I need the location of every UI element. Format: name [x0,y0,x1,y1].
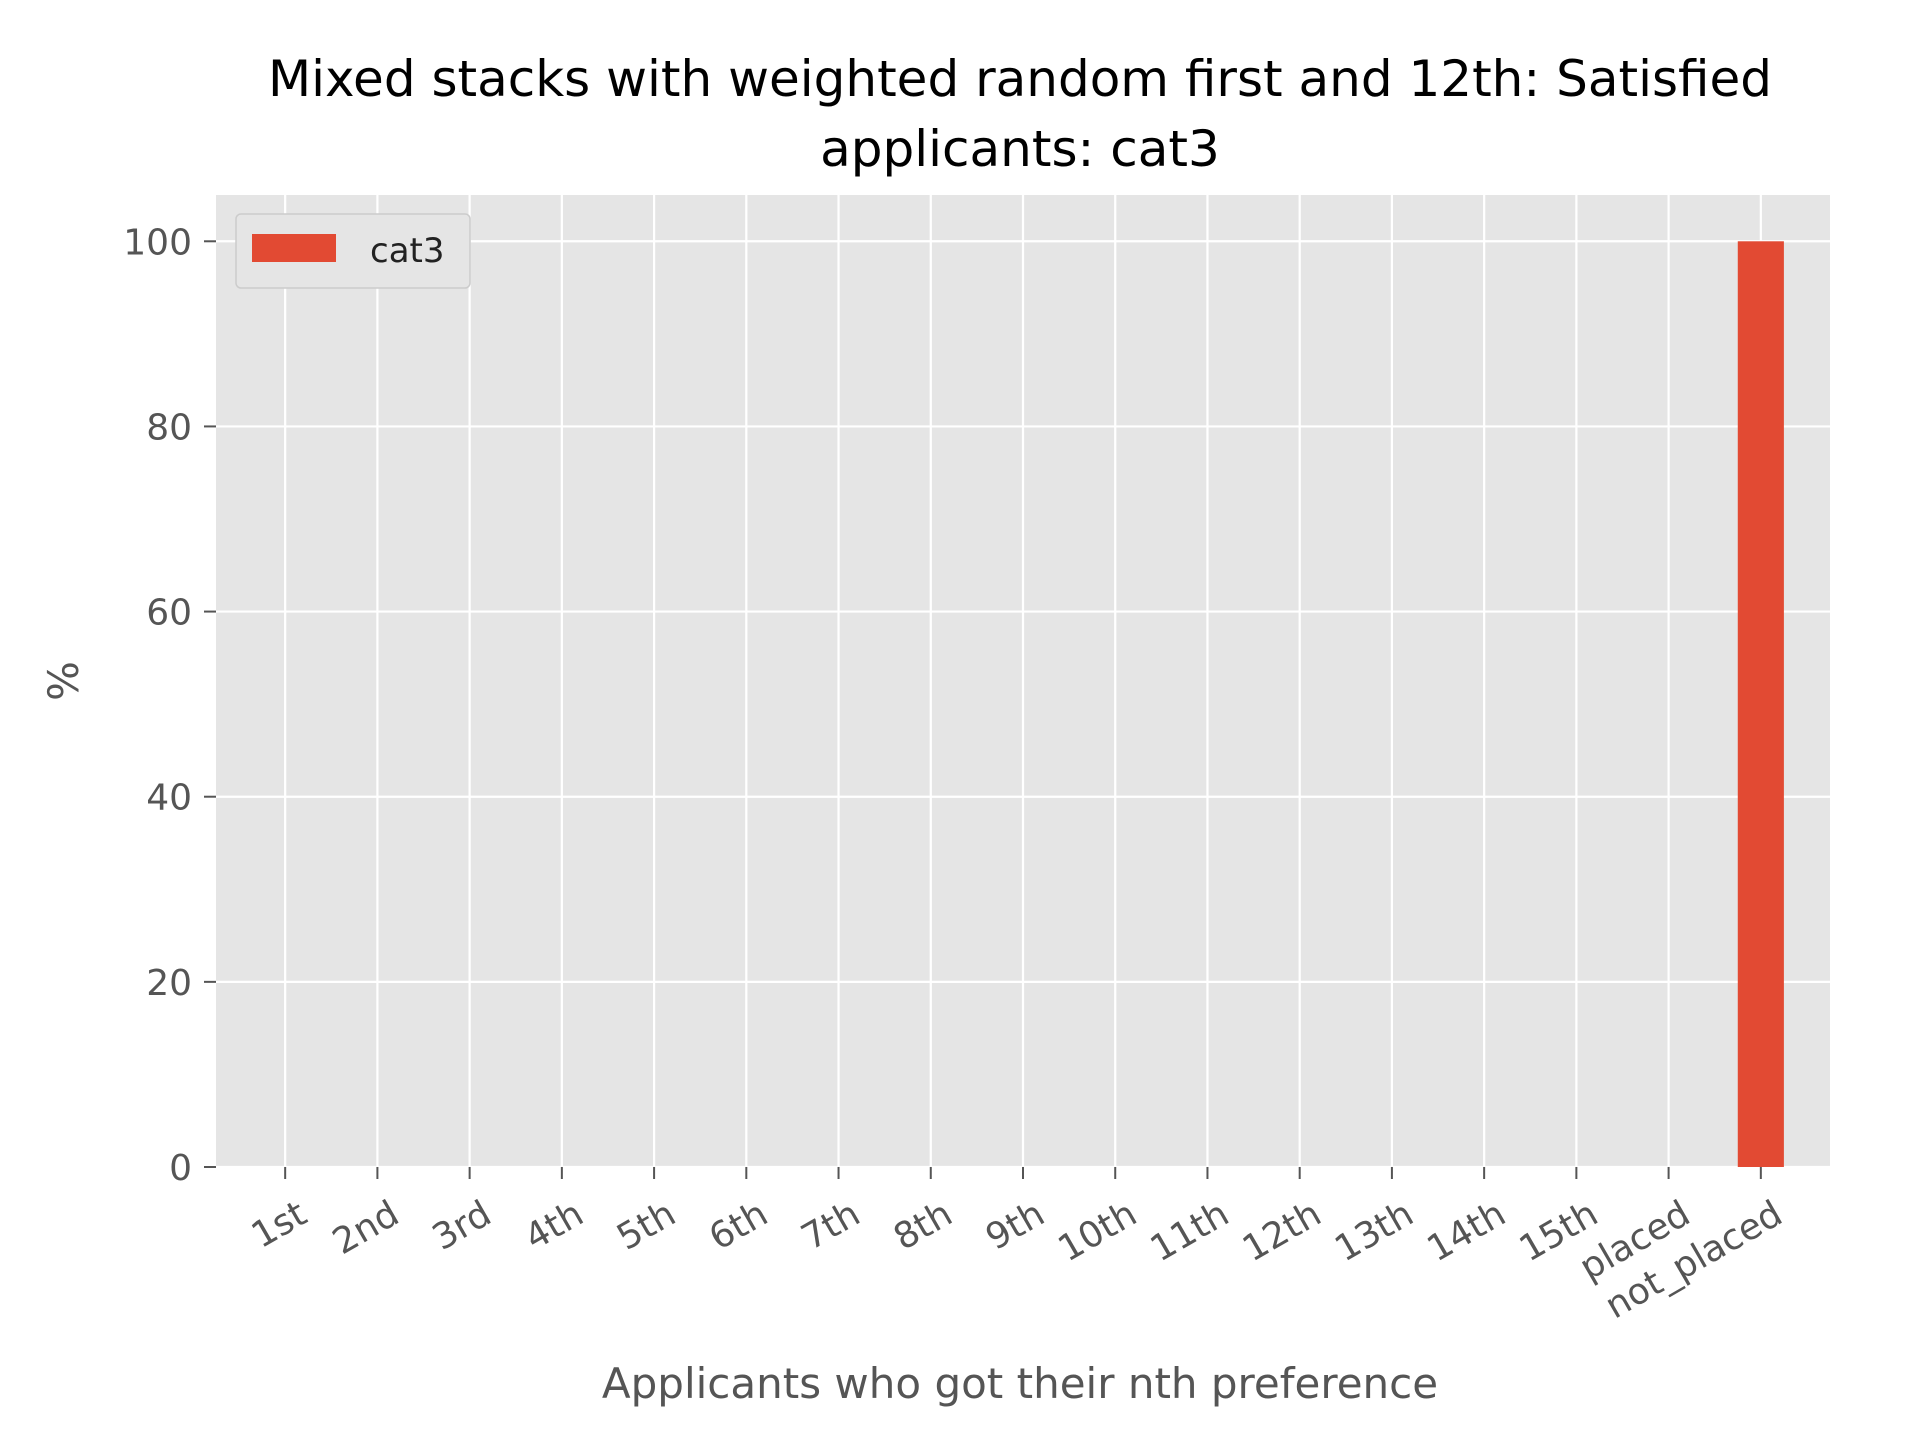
x-tick-label-2: 3rd [426,1193,498,1258]
x-tick-label-0: 1st [245,1193,314,1256]
y-tick-label-4: 80 [146,407,192,448]
x-tick-label-1: 2nd [326,1193,406,1263]
legend-swatch-cat3 [252,234,336,262]
x-tick-label-11: 12th [1236,1193,1328,1270]
x-axis-ticks: 1st 2nd 3rd 4th 5th 6th 7th 8th 9th 10th 11th 12th 1… [245,1167,1789,1327]
x-tick-label-13: 14th [1420,1193,1512,1270]
legend-box [235,213,471,289]
y-tick-label-5: 100 [123,222,192,263]
bar-cat3-not_placed [1737,241,1784,1168]
y-tick-label-2: 40 [146,778,192,819]
x-tick-label-7: 8th [887,1193,959,1258]
y-tick-label-1: 20 [146,963,192,1004]
x-tick-label-12: 13th [1328,1193,1420,1270]
y-axis-label: % [39,661,88,701]
x-tick-label-9: 10th [1052,1193,1144,1270]
x-axis-label: Applicants who got their nth preference [602,1359,1438,1408]
bars [1737,241,1784,1168]
x-tick-label-8: 9th [979,1193,1051,1258]
y-axis-ticks: 0 20 40 60 80 100 [123,222,216,1189]
grid-lines [216,195,1830,1169]
x-tick-label-6: 7th [795,1193,867,1258]
x-tick-label-5: 6th [702,1193,774,1258]
legend-label-cat3: cat3 [370,231,445,271]
chart-title-line-2: applicants: cat3 [820,120,1220,178]
y-tick-label-3: 60 [146,593,192,634]
legend: cat3 [235,213,471,289]
x-tick-label-4: 5th [610,1193,682,1258]
x-tick-label-3: 4th [518,1193,590,1258]
y-tick-label-0: 0 [169,1148,192,1189]
x-tick-label-10: 11th [1144,1193,1236,1270]
chart-title-line-1: Mixed stacks with weighted random first … [268,50,1772,108]
